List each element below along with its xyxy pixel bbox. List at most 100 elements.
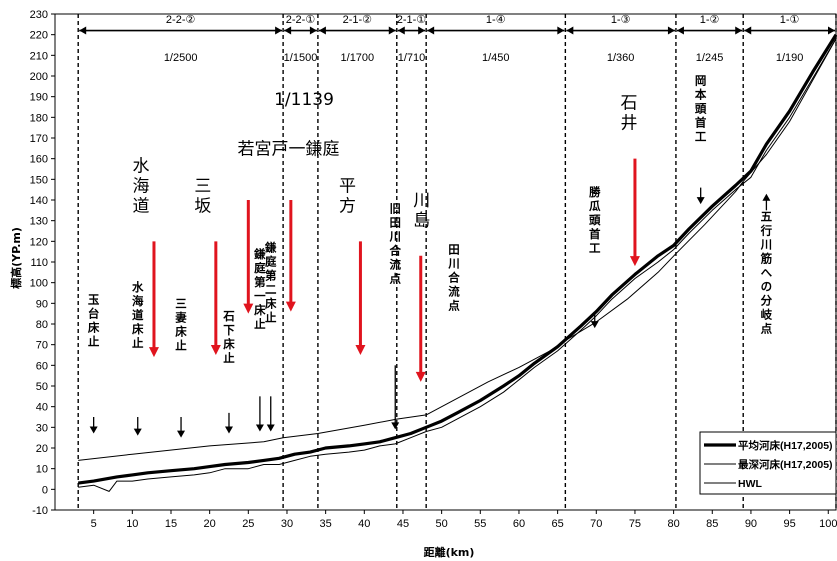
y-tick-label: 90 <box>36 298 48 310</box>
y-tick-label: 220 <box>30 30 48 42</box>
dimension-arrowhead <box>418 26 426 35</box>
x-tick-label: 10 <box>126 518 138 530</box>
vertical-label-char: 床 <box>88 320 100 334</box>
dimension-arrowhead <box>318 26 326 35</box>
legend: 平均河床(H17,2005) 最深河床(H17,2005) HWL <box>699 431 837 495</box>
vertical-label-char: 道 <box>132 308 144 322</box>
y-tick-label: 210 <box>30 50 48 62</box>
red-arrow-head <box>355 345 366 355</box>
black-arrow-head <box>696 197 705 205</box>
y-tick-label: 50 <box>36 381 48 393</box>
x-tick-label: 75 <box>629 518 641 530</box>
vertical-label-char: 第 <box>254 275 266 289</box>
x-tick-label: 85 <box>706 518 718 530</box>
vertical-label-char: 旧 <box>389 201 401 215</box>
section-label: 1-③ <box>611 14 631 26</box>
vertical-label-char: 床 <box>254 303 266 317</box>
x-tick-label: 60 <box>513 518 525 530</box>
vertical-label-char: 止 <box>254 317 266 331</box>
black-arrow-head <box>391 422 400 430</box>
vertical-label-char: 止 <box>265 311 277 325</box>
red-arrow-label-char: 坂 <box>194 196 211 216</box>
red-arrow-label-char: 石 <box>620 94 637 114</box>
x-axis-label: 距離(km) <box>424 545 475 559</box>
y-axis-label: 標高(YP.m) <box>9 227 23 289</box>
y-tick-label: 10 <box>36 464 48 476</box>
vertical-label-char: 止 <box>175 338 187 352</box>
vertical-label-char: 本 <box>695 87 707 101</box>
y-tick-label: 70 <box>36 340 48 352</box>
red-arrow-label-char: 井 <box>620 114 637 134</box>
red-arrow-label-char: 道 <box>132 196 149 216</box>
vertical-label-char: 合 <box>389 243 401 257</box>
legend-box <box>699 431 837 495</box>
vertical-label-char: 床 <box>132 322 144 336</box>
dimension-arrowhead <box>309 26 317 35</box>
section-slope: 1/245 <box>696 52 724 64</box>
vertical-label-char: 点 <box>389 271 401 285</box>
vertical-label-char: 下 <box>223 323 235 337</box>
red-arrow-label-char: 方 <box>339 196 356 216</box>
x-tick-label: 70 <box>590 518 602 530</box>
extra-slope-label: 1/1139 <box>274 90 334 110</box>
y-tick-label: 20 <box>36 443 48 455</box>
x-tick-label: 20 <box>204 518 216 530</box>
dimension-arrowhead <box>284 26 292 35</box>
vertical-label-char: 床 <box>175 324 187 338</box>
vertical-label-char: 庭 <box>265 255 277 269</box>
vertical-label-char: 岡 <box>695 73 707 87</box>
vertical-label-char: 止 <box>132 336 144 350</box>
vertical-label-char: 止 <box>223 351 235 365</box>
x-tick-label: 45 <box>397 518 409 530</box>
x-tick-label: 5 <box>91 518 97 530</box>
vertical-label-char: 行 <box>760 224 773 238</box>
section-slope: 1/360 <box>607 52 635 64</box>
dimension-arrowhead <box>275 26 283 35</box>
series-line <box>77 33 837 485</box>
vertical-label-char: 鎌 <box>253 247 266 261</box>
y-tick-label: 150 <box>30 174 48 186</box>
red-arrow-label-char: 水 <box>132 156 149 176</box>
dimension-arrowhead <box>735 26 743 35</box>
vertical-label-char: 川 <box>760 238 773 252</box>
x-tick-label: 65 <box>551 518 563 530</box>
legend-entry: 最深河床(H17,2005) <box>738 458 833 471</box>
vertical-label-char: 筋 <box>760 252 773 266</box>
x-tick-label: 80 <box>667 518 679 530</box>
vertical-label-char: 流 <box>448 285 460 299</box>
x-tick-label: 25 <box>242 518 254 530</box>
vertical-label-char: 頭 <box>589 213 601 227</box>
y-tick-label: 230 <box>30 9 48 21</box>
vertical-label-char: 五 <box>761 210 773 224</box>
red-arrow-label-char: 島 <box>413 211 430 231</box>
vertical-label-char: 床 <box>223 337 235 351</box>
vertical-label-char: 水 <box>132 280 144 294</box>
y-tick-label: 170 <box>30 133 48 145</box>
red-arrow-head <box>210 345 221 355</box>
vertical-label-char: 頭 <box>695 101 707 115</box>
y-tick-label: 180 <box>30 112 48 124</box>
red-group-label: 若宮戸一鎌庭 <box>238 140 340 160</box>
section-label: 2-1-② <box>343 14 373 26</box>
series-line <box>78 38 837 492</box>
y-tick-label: 100 <box>30 278 48 290</box>
black-arrow-head <box>133 428 142 436</box>
section-label: 1-① <box>780 14 800 26</box>
red-arrow-head <box>629 256 640 267</box>
black-arrow-head <box>255 424 264 432</box>
section-slope: 1/2500 <box>164 52 198 64</box>
vertical-label-char: 田 <box>448 243 460 257</box>
black-arrow-head <box>177 430 186 438</box>
red-arrow-head <box>415 371 426 382</box>
red-arrow-label-char: 川 <box>413 191 430 211</box>
y-tick-label: 110 <box>30 257 48 269</box>
dimension-arrowhead <box>828 26 835 35</box>
y-tick-label: 190 <box>30 92 48 104</box>
red-arrow-head <box>148 347 159 358</box>
dimension-arrowhead <box>566 26 574 35</box>
section-slope: 1/1500 <box>284 52 318 64</box>
y-tick-label: 80 <box>36 319 48 331</box>
section-slope: 1/190 <box>776 52 804 64</box>
red-arrow-label-char: 平 <box>339 176 356 196</box>
